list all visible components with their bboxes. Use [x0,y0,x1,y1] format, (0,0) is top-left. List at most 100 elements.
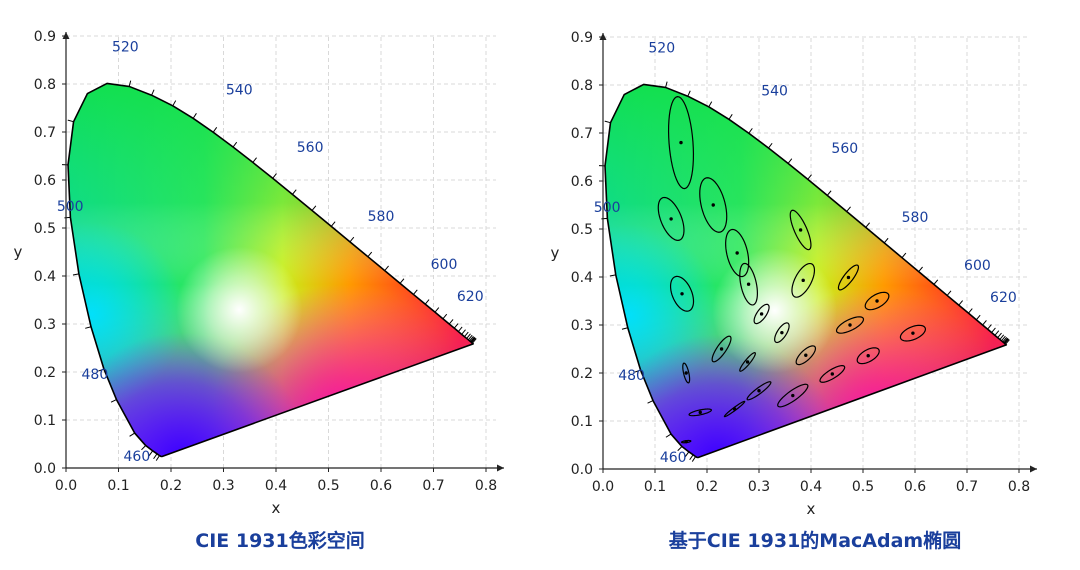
locus-tick [128,80,132,87]
wavelength-label: 460 [660,450,687,466]
macadam-ellipse [688,408,713,417]
locus-tick [846,206,851,212]
locus-tick [933,279,939,285]
macadam-ellipse [835,316,865,334]
wavelength-label: 580 [902,210,929,226]
locus-tick [728,114,733,120]
locus-tick [72,273,79,276]
wavelength-label: 540 [226,83,253,99]
ellipse-center [830,372,835,376]
locus-tick [470,337,476,343]
ellipse-center [791,393,795,398]
x-tick-label: 0.0 [55,478,77,494]
locus-tick [975,314,981,321]
macadam-ellipse [680,439,692,444]
locus-tick [604,120,611,124]
macadam-ellipse [774,322,790,344]
ellipse-center [679,140,683,145]
caption-left: CIE 1931色彩空间 [195,530,365,552]
x-tick-label: 0.1 [107,478,129,494]
ellipse-center [698,410,702,415]
x-tick-label: 0.7 [956,479,978,495]
y-tick-label: 0.1 [571,414,593,430]
x-axis-arrow [497,464,504,472]
locus-tick [1001,335,1006,342]
locus-tick [129,432,135,437]
wavelength-label: 460 [124,449,151,465]
locus-tick [64,216,71,219]
locus-tick [621,327,628,330]
ellipse-center [911,331,915,335]
ellipse-center [711,203,715,207]
locus-tick [448,319,454,325]
locus-tick [172,100,177,107]
macadam-ellipse [899,324,927,342]
locus-tick [665,81,668,88]
wavelength-label: 540 [761,84,788,100]
macadam-ellipse [699,177,728,233]
x-tick-label: 0.6 [370,478,392,494]
locus-tick [1002,336,1008,343]
ellipse-center [875,299,879,303]
locus-tick [151,89,155,96]
wavelength-label: 620 [457,289,484,305]
y-tick-label: 0.5 [571,222,593,238]
locus-tick [601,217,608,220]
locus-tick [442,313,448,320]
y-tick-label: 0.2 [571,366,593,382]
locus-tick [85,326,92,329]
locus-tick [461,329,466,335]
ellipse-center [680,292,684,296]
locus-tick [982,320,987,326]
ellipse-center [757,389,761,393]
locus-tick [467,334,473,341]
wavelength-label: 580 [368,209,395,225]
locus-tick [367,251,373,258]
ellipse-center [735,251,739,255]
macadam-ellipse [795,345,817,366]
y-tick-label: 0.4 [34,269,56,285]
x-tick-label: 0.4 [800,479,822,495]
x-axis-arrow [1030,465,1037,473]
wavelength-label: 500 [594,200,621,216]
locus-tick [466,333,471,339]
locus-ticks [62,80,477,461]
wavelength-label: 560 [831,141,858,157]
locus-tick [748,128,753,134]
locus-tick [413,289,418,295]
ellipse-center [866,354,870,358]
locus-tick [155,455,160,461]
locus-tick [999,334,1005,340]
wavelength-label: 600 [431,257,458,273]
locus-tick [453,323,459,329]
macadam-ellipse [739,352,756,372]
y-axis-label: y [551,244,560,262]
macadam-ellipse [725,228,750,278]
locus-tick [865,222,871,228]
ellipse-center [732,407,737,411]
y-tick-label: 0.9 [34,29,56,45]
locus-tick [110,399,117,403]
wavelength-label: 600 [964,258,991,274]
locus-tick [232,141,238,148]
y-tick-label: 0.7 [34,125,56,141]
spectral-locus [67,82,474,458]
locus-tick [434,307,440,313]
y-tick-label: 0.0 [34,461,56,477]
ellipse-center [801,278,805,283]
x-tick-label: 0.0 [592,479,614,495]
ellipse-center [798,228,803,232]
locus-tick [192,113,197,119]
locus-tick [687,90,691,97]
locus-tick [349,236,355,243]
locus-tick [826,190,832,196]
macadam-ellipse [682,362,691,384]
macadam-ellipse [753,303,770,325]
locus-tick [330,221,336,227]
locus-tick [997,332,1002,338]
ellipse-center [848,323,852,327]
locus-tick [424,299,430,305]
locus-tick [647,400,654,404]
locus-tick [98,368,105,372]
locus-tick [153,453,158,460]
